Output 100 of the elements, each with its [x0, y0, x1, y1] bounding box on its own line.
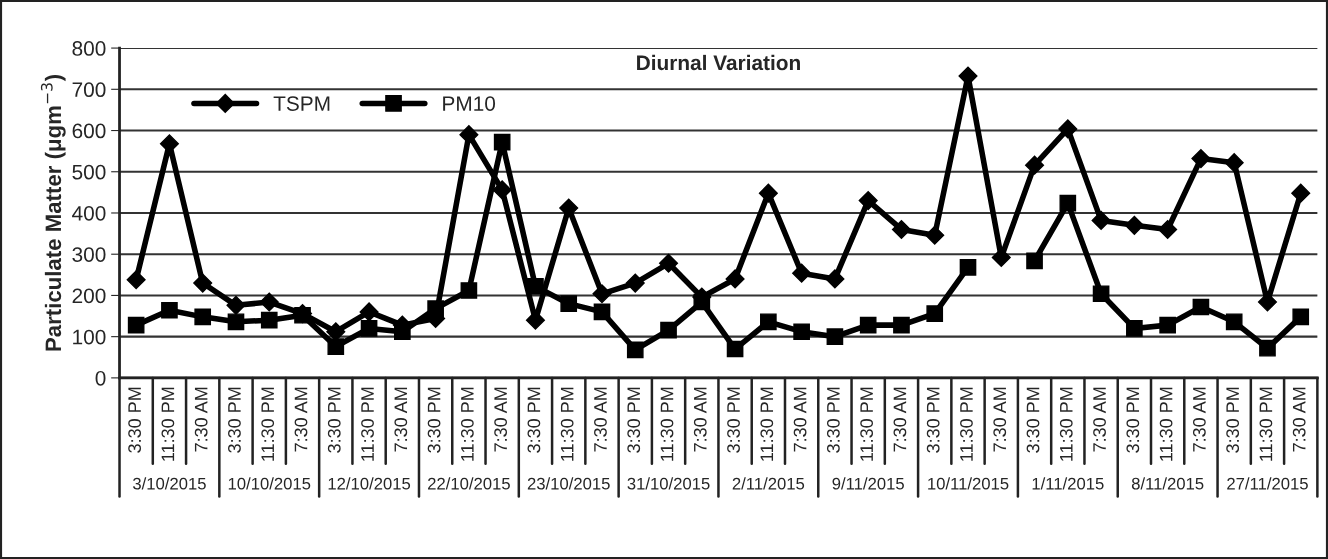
- point: [726, 340, 744, 358]
- point: [693, 293, 711, 311]
- point: [825, 269, 845, 289]
- point: [593, 303, 611, 321]
- x-tick-label: 11:30 PM: [660, 387, 674, 461]
- point: [1158, 219, 1178, 240]
- x-tick-label: 3:30 PM: [427, 387, 441, 453]
- x-tick-label: 11:30 PM: [760, 387, 774, 461]
- y-tick-label: 0: [95, 370, 106, 386]
- x-tick-label: 11:30 PM: [261, 387, 275, 461]
- point: [893, 316, 910, 334]
- x-tick-label: 11:30 PM: [361, 387, 374, 461]
- point: [427, 300, 444, 317]
- text: 9/11/2015: [832, 477, 904, 490]
- point: [226, 295, 246, 315]
- text: 1/11/2015: [1032, 477, 1104, 490]
- x-tick-label: 7:30 AM: [1093, 387, 1106, 452]
- y-tick-label: 700: [72, 82, 106, 98]
- point: [1192, 298, 1210, 316]
- x-tick-label: 7:30 AM: [294, 387, 308, 452]
- point: [327, 338, 345, 355]
- point: [360, 320, 378, 337]
- point: [725, 269, 745, 289]
- text: 22/10/2015: [428, 477, 510, 490]
- point: [826, 328, 844, 345]
- point: [625, 273, 645, 293]
- point: [1092, 285, 1110, 303]
- x-tick-label: 11:30 PM: [1159, 387, 1173, 461]
- x-tick-label: 3:30 PM: [627, 387, 641, 453]
- chart-title: Diurnal Variation: [637, 54, 800, 71]
- point: [793, 323, 810, 341]
- point: [660, 321, 677, 339]
- x-tick-label: 3:30 PM: [1026, 387, 1040, 453]
- y-tick-label: 800: [72, 41, 106, 56]
- point: [194, 308, 212, 326]
- x-tick-label: 3:30 PM: [926, 387, 940, 453]
- y-tick-label: 300: [72, 247, 106, 262]
- x-tick-label: 3:30 PM: [1226, 387, 1240, 453]
- x-tick-label: 11:30 PM: [960, 387, 973, 461]
- point: [126, 270, 146, 290]
- x-tick-label: 11:30 PM: [860, 387, 874, 461]
- point: [259, 292, 279, 312]
- y-tick-label: 100: [73, 329, 106, 345]
- point: [193, 273, 213, 293]
- text: 23/10/2015: [527, 477, 610, 490]
- point: [959, 259, 977, 276]
- x-tick-label: 11:30 PM: [560, 387, 574, 461]
- x-tick-label: 11:30 PM: [460, 387, 474, 461]
- x-tick-label: 7:30 AM: [1192, 387, 1206, 452]
- x-tick-label: 7:30 AM: [494, 387, 508, 452]
- legend-label: PM10: [443, 96, 496, 111]
- legend-label: TSPM: [273, 96, 330, 111]
- point: [1091, 210, 1111, 230]
- point: [459, 125, 479, 145]
- point: [659, 253, 679, 273]
- point: [592, 284, 612, 304]
- point: [560, 295, 578, 313]
- y-tick-label: 500: [72, 164, 106, 180]
- point: [1159, 316, 1176, 334]
- point: [161, 301, 178, 319]
- y-tick-label: 400: [72, 205, 106, 221]
- x-tick-label: 3:30 PM: [1126, 387, 1140, 453]
- y-axis-title: Particulate Matter (μgm$^{−3}$): [40, 75, 66, 351]
- point: [1025, 155, 1045, 175]
- point: [760, 313, 777, 331]
- point: [1191, 149, 1211, 169]
- x-tick-label: 3:30 PM: [128, 387, 141, 453]
- point: [1224, 153, 1244, 173]
- x-tick-label: 3:30 PM: [527, 387, 541, 453]
- text: 27/11/2015: [1227, 477, 1308, 490]
- point: [626, 341, 644, 359]
- text: 10/10/2015: [228, 477, 311, 490]
- point: [1124, 215, 1144, 235]
- point: [758, 183, 778, 203]
- x-tick-label: 7:30 AM: [394, 387, 408, 452]
- x-tick-label: 7:30 AM: [993, 387, 1007, 452]
- point: [359, 302, 379, 322]
- point: [792, 263, 812, 283]
- x-tick-label: 7:30 AM: [893, 387, 907, 452]
- point: [1292, 308, 1310, 326]
- point: [1259, 339, 1276, 357]
- point: [859, 316, 877, 334]
- text: 8/11/2015: [1131, 477, 1204, 490]
- point: [1059, 194, 1077, 212]
- x-tick-label: 11:30 PM: [161, 387, 175, 461]
- x-tick-label: 7:30 AM: [1292, 387, 1306, 452]
- point: [1126, 320, 1143, 337]
- x-tick-label: 7:30 AM: [194, 387, 208, 452]
- text: 10/11/2015: [928, 477, 1009, 490]
- x-tick-label: 3:30 PM: [327, 387, 341, 453]
- point: [1291, 183, 1311, 203]
- text: 12/10/2015: [328, 477, 411, 490]
- point: [492, 180, 512, 200]
- point: [1058, 119, 1078, 139]
- x-tick-label: 7:30 AM: [793, 387, 807, 452]
- point: [227, 313, 245, 331]
- x-tick-label: 3:30 PM: [727, 387, 740, 453]
- x-tick-label: 11:30 PM: [1259, 387, 1273, 461]
- point: [1026, 252, 1043, 270]
- point: [925, 225, 945, 245]
